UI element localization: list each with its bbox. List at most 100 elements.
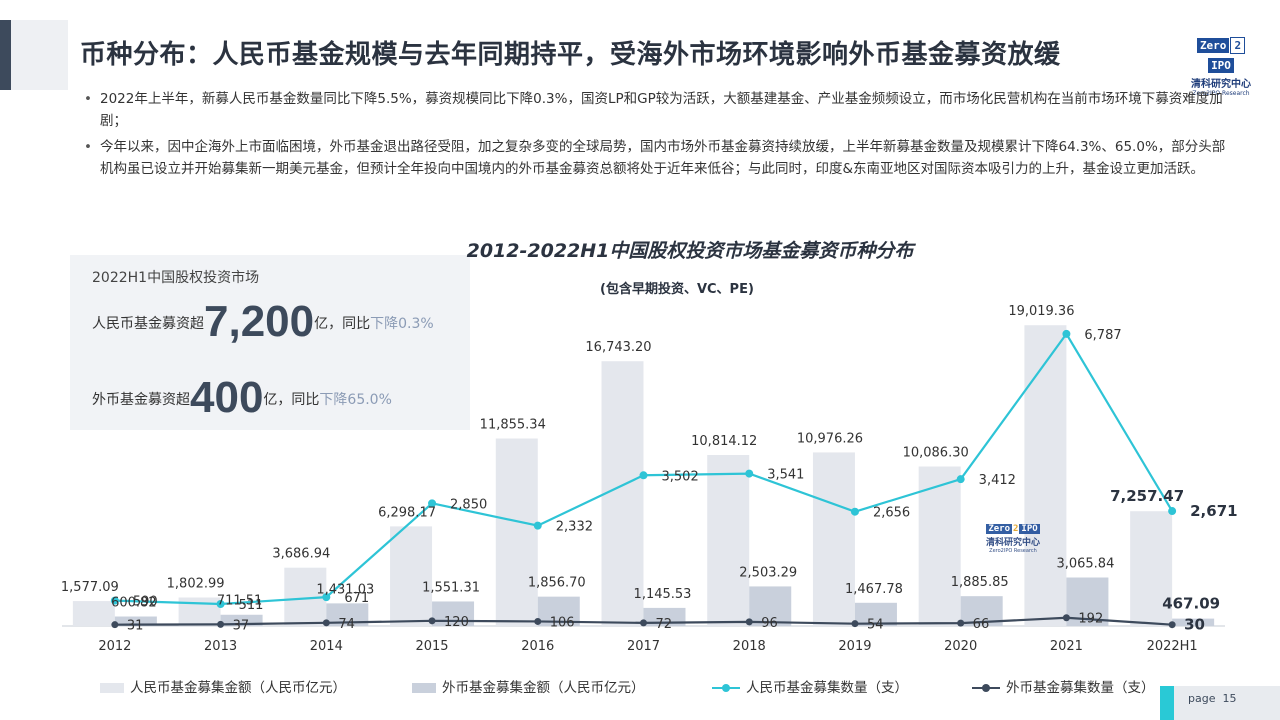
wm-two: 2 (1013, 524, 1019, 534)
wm-zero: Zero (986, 524, 1012, 534)
x-tick-label: 2021 (1050, 639, 1083, 654)
bar-rmb-amount (390, 526, 433, 626)
bar-fx-amount (749, 586, 792, 626)
x-tick-label: 2013 (204, 639, 237, 654)
legend-label: 外币基金募集数量（支） (1006, 680, 1155, 696)
legend-swatch-fx-count (972, 683, 1000, 693)
legend-fx-count: 外币基金募集数量（支） (972, 676, 1155, 696)
bullet-fx: 今年以来，因中企海外上市面临困境，外币基金退出路径受阻，加之复杂多变的全球局势，… (82, 136, 1232, 180)
fx-count-point (640, 619, 647, 627)
bar-rmb-amount (1130, 511, 1173, 626)
label-rmb-count: 6,787 (1084, 328, 1121, 343)
label-fx-amount: 711.51 (217, 594, 263, 609)
fx-change: 下降65.0% (319, 392, 392, 408)
x-tick-label: 2014 (310, 639, 343, 654)
label-fx-amount: 1,145.53 (634, 587, 692, 602)
page-label: page (1188, 692, 1216, 705)
label-rmb-amount: 10,976.26 (797, 431, 863, 446)
rmb-count-point (322, 593, 331, 602)
label-rmb-amount: 19,019.36 (1008, 304, 1074, 319)
label-fx-amount: 2,503.29 (739, 565, 797, 580)
fx-count-point (111, 621, 119, 629)
bullet-list: 2022年上半年，新募人民币基金数量同比下降5.5%，募资规模同比下降0.3%，… (82, 88, 1232, 184)
rmb-change: 下降0.3% (370, 316, 434, 332)
label-fx-amount: 3,065.84 (1056, 557, 1114, 572)
chart-subtitle: (包含早期投资、VC、PE) (600, 282, 754, 297)
label-rmb-count: 3,502 (662, 469, 699, 484)
label-fx-count: 31 (127, 619, 144, 634)
rmb-count-point (428, 499, 437, 508)
wm-ipo: IPO (1019, 524, 1040, 534)
legend-swatch-rmb-amount (100, 683, 124, 693)
rmb-count-point (639, 471, 648, 480)
footer-box (1174, 686, 1280, 720)
label-fx-count: 72 (656, 617, 673, 632)
label-fx-count: 30 (1184, 616, 1205, 634)
wm-cn: 清科研究中心 (985, 538, 1040, 548)
fx-count-point (745, 618, 753, 626)
x-tick-label: 2015 (415, 639, 448, 654)
x-tick-label: 2020 (944, 639, 977, 654)
x-tick-label: 2017 (627, 639, 660, 654)
logo-cn-text: 清科研究中心 (1191, 79, 1251, 90)
bar-rmb-amount (601, 361, 644, 626)
label-rmb-count: 2,850 (450, 497, 487, 512)
bar-rmb-amount (707, 454, 750, 626)
label-fx-count: 120 (444, 615, 469, 630)
panel-rmb-row: 人民币基金募资超7,200亿，同比下降0.3% (92, 297, 434, 347)
highlight-panel: 2022H1中国股权投资市场 人民币基金募资超7,200亿，同比下降0.3% 外… (70, 255, 470, 430)
label-fx-count: 96 (761, 616, 778, 631)
rmb-prefix: 人民币基金募资超 (92, 316, 204, 332)
label-rmb-count: 3,412 (979, 473, 1016, 488)
label-rmb-amount: 10,086.30 (903, 445, 969, 460)
rmb-mid: 亿，同比 (314, 316, 371, 332)
bar-fx-amount (114, 616, 157, 626)
label-rmb-amount: 7,257.47 (1110, 487, 1184, 505)
fx-count-point (534, 617, 542, 625)
rmb-count-point (850, 507, 859, 516)
bar-fx-amount (220, 614, 263, 626)
fx-count-point (1062, 614, 1070, 622)
rmb-count-point (533, 521, 542, 530)
page-number: page 15 (1188, 692, 1236, 705)
label-rmb-amount: 16,743.20 (585, 340, 651, 355)
fx-count-point (851, 620, 859, 628)
chart-watermark-logo: Zero 2 IPO 清科研究中心 Zero2IPO Research (980, 516, 1046, 554)
bar-fx-amount (643, 607, 686, 626)
bar-rmb-amount (495, 438, 538, 626)
legend-label: 外币基金募集金额（人民币亿元） (442, 680, 645, 696)
legend-rmb-amount: 人民币基金募集金额（人民币亿元） (100, 676, 346, 696)
label-fx-count: 66 (973, 617, 990, 632)
bar-fx-amount (326, 603, 369, 626)
rmb-count-point (956, 475, 965, 484)
header-accent-block (11, 20, 68, 90)
label-rmb-count: 2,671 (1190, 502, 1237, 520)
label-rmb-amount: 1,802.99 (167, 576, 225, 591)
label-fx-amount: 600.82 (111, 595, 157, 610)
legend-fx-amount: 外币基金募集金额（人民币亿元） (412, 676, 645, 696)
panel-heading: 2022H1中国股权投资市场 (92, 270, 260, 286)
x-tick-label: 2022H1 (1147, 639, 1198, 654)
rmb-big-number: 7,200 (204, 297, 315, 346)
page-num: 15 (1222, 692, 1237, 705)
fx-big-number: 400 (190, 373, 264, 422)
label-fx-amount: 1,467.78 (845, 582, 903, 597)
fx-count-point (1168, 621, 1176, 629)
label-rmb-count: 3,541 (767, 468, 804, 483)
logo-two: 2 (1230, 37, 1246, 54)
label-fx-amount: 1,856.70 (528, 576, 586, 591)
bar-rmb-amount (918, 466, 961, 626)
page-title: 币种分布：人民币基金规模与去年同期持平，受海外市场环境影响外币基金募资放缓 (80, 40, 1061, 70)
wm-en: Zero2IPO Research (989, 548, 1037, 554)
label-fx-count: 192 (1078, 612, 1103, 627)
fx-count-point (322, 619, 330, 627)
label-fx-count: 37 (233, 618, 250, 633)
label-fx-count: 54 (867, 618, 884, 633)
footer-accent (1160, 686, 1174, 720)
legend-swatch-rmb-count (712, 683, 740, 693)
logo-zero: Zero (1196, 38, 1230, 53)
label-rmb-amount: 1,577.09 (61, 580, 119, 595)
fx-count-point (217, 620, 225, 628)
label-fx-amount: 1,551.31 (422, 580, 480, 595)
label-rmb-amount: 11,855.34 (480, 418, 546, 433)
